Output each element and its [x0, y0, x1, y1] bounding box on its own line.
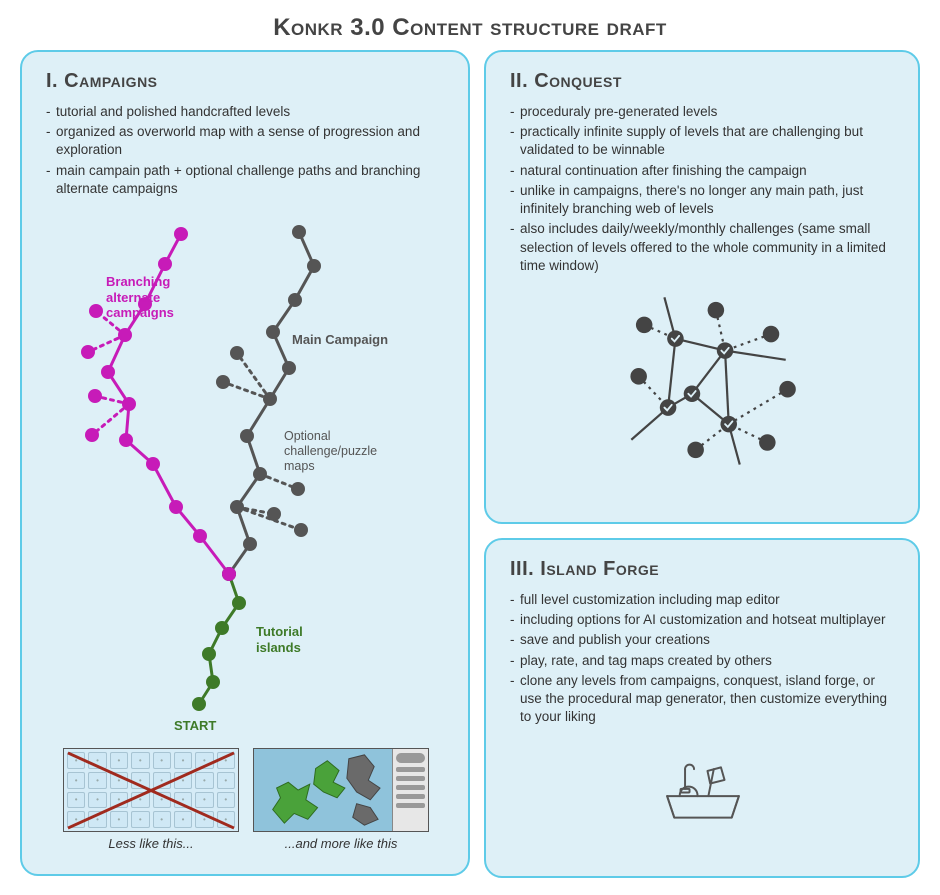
- bullets-forge: full level customization including map e…: [510, 591, 896, 727]
- bullet-item: save and publish your creations: [510, 631, 896, 649]
- page-title: Konkr 3.0 Content structure draft: [0, 0, 940, 50]
- bullet-item: practically infinite supply of levels th…: [510, 123, 896, 159]
- preview-more: ...and more like this: [253, 748, 429, 851]
- bullet-item: unlike in campaigns, there's no longer a…: [510, 182, 896, 218]
- bullet-item: play, rate, and tag maps created by othe…: [510, 652, 896, 670]
- bullets-conquest: proceduraly pre-generated levels practica…: [510, 103, 896, 275]
- bullet-item: main campain path + optional challenge p…: [46, 162, 446, 198]
- heading-conquest: II. Conquest: [510, 70, 896, 93]
- label-optional: Optionalchallenge/puzzlemaps: [284, 429, 377, 474]
- caption-less: Less like this...: [63, 836, 239, 851]
- label-branching: Branchingalternatecampaigns: [106, 274, 174, 321]
- heading-forge: III. Island Forge: [510, 558, 896, 581]
- panel-campaigns: I. Campaigns tutorial and polished handc…: [20, 50, 470, 876]
- bullets-campaigns: tutorial and polished handcrafted levels…: [46, 103, 446, 198]
- caption-more: ...and more like this: [253, 836, 429, 851]
- preview-less: •••••••••••••••••••••••••••••••• Less li…: [63, 748, 239, 851]
- conquest-network-diagram: [510, 285, 896, 475]
- bullet-item: organized as overworld map with a sense …: [46, 123, 446, 159]
- map-style-previews: •••••••••••••••••••••••••••••••• Less li…: [46, 748, 446, 851]
- preview-grid-box: ••••••••••••••••••••••••••••••••: [63, 748, 239, 832]
- campaign-tree-diagram: Branchingalternatecampaigns Main Campaig…: [46, 204, 446, 744]
- bullet-item: including options for AI customization a…: [510, 611, 896, 629]
- bullet-item: also includes daily/weekly/monthly chall…: [510, 220, 896, 275]
- label-main-campaign: Main Campaign: [292, 332, 388, 348]
- bullet-item: clone any levels from campaigns, conques…: [510, 672, 896, 727]
- bullet-item: proceduraly pre-generated levels: [510, 103, 896, 121]
- panel-island-forge: III. Island Forge full level customizati…: [484, 538, 920, 878]
- heading-campaigns: I. Campaigns: [46, 70, 446, 93]
- bullet-item: tutorial and polished handcrafted levels: [46, 103, 446, 121]
- preview-map-box: [253, 748, 429, 832]
- label-start: START: [174, 718, 216, 734]
- panel-conquest: II. Conquest proceduraly pre-generated l…: [484, 50, 920, 524]
- bullet-item: full level customization including map e…: [510, 591, 896, 609]
- map-legend-panel: [392, 749, 428, 831]
- label-tutorial: Tutorialislands: [256, 624, 303, 655]
- bullet-item: natural continuation after finishing the…: [510, 162, 896, 180]
- layout-columns: I. Campaigns tutorial and polished handc…: [0, 50, 940, 888]
- sandbox-icon: [510, 753, 896, 823]
